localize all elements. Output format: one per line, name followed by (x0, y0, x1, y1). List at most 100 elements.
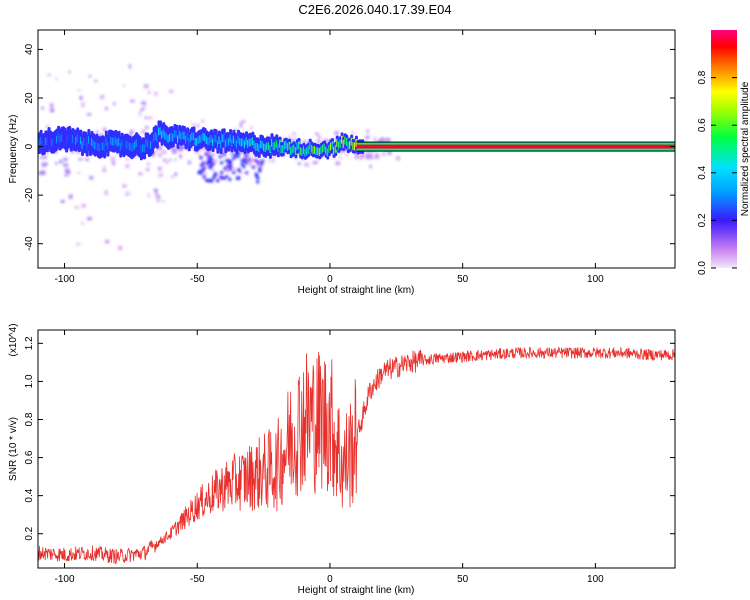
spectral-noise-blob (369, 156, 374, 160)
spectral-noise-blob (81, 203, 86, 208)
spectral-noise-blob (125, 158, 130, 161)
spectral-noise-blob (380, 137, 384, 142)
spectral-noise-blob (210, 163, 214, 167)
spectral-noise-blob (146, 161, 151, 166)
snr-xtick-label: -50 (190, 574, 205, 585)
spectrogram-panel: -100 -50 0 50 100 -40 -20 0 20 40 Height of strai… (8, 29, 676, 296)
spectral-noise-blob (240, 162, 244, 166)
spectral-noise-blob (230, 153, 235, 156)
figure-title: C2E6.2026.040.17.39.E04 (298, 2, 452, 17)
spectral-noise-blob (202, 175, 206, 179)
ridge-core (334, 144, 337, 153)
spectral-noise-blob (388, 151, 392, 156)
spectral-noise-blob (211, 162, 215, 166)
spectral-noise-blob (272, 155, 276, 158)
spectral-noise-blob (201, 119, 205, 123)
spectral-noise-blob (249, 157, 254, 163)
spectral-noise-blob (141, 101, 147, 105)
spectral-noise-blob (212, 168, 215, 173)
spectral-noise-blob (249, 163, 253, 168)
spectral-noise-blob (45, 124, 50, 129)
spectral-noise-blob (240, 159, 244, 163)
spectral-noise-blob (334, 130, 339, 136)
spectral-noise-blob (354, 156, 360, 160)
spectral-noise-blob (254, 172, 258, 176)
spectral-noise-blob (241, 120, 246, 123)
spectral-noise-blob (155, 149, 158, 153)
spectral-noise-blob (232, 167, 236, 171)
spectral-noise-blob (208, 156, 212, 160)
spectral-noise-blob (75, 242, 81, 247)
snr-ylabel: SNR (10 * v/v) (8, 417, 19, 481)
spectral-noise-blob (254, 159, 258, 163)
spectral-noise-blob (113, 102, 116, 106)
spectral-noise-blob (237, 151, 241, 155)
spectral-noise-blob (86, 113, 92, 116)
spectral-noise-blob (326, 139, 331, 143)
spectral-noise-blob (197, 148, 201, 152)
spectral-noise-blob (41, 162, 47, 168)
spectral-noise-blob (151, 152, 156, 157)
spectral-noise-blob (145, 126, 149, 129)
spectrogram-ylabel: Frequency (Hz) (8, 115, 19, 184)
spectral-noise-blob (174, 172, 178, 176)
spectral-noise-blob (236, 155, 240, 159)
spectral-noise-blob (60, 199, 65, 204)
spectral-noise-blob (172, 149, 177, 154)
spectral-noise-blob (125, 163, 130, 169)
spectral-noise-blob (288, 135, 292, 140)
spectral-noise-blob (323, 138, 328, 142)
spectral-noise-blob (247, 159, 252, 165)
snr-series-line (38, 346, 675, 565)
spectral-noise-blob (63, 163, 69, 167)
spectral-noise-blob (63, 157, 68, 162)
spectral-noise-blob (247, 158, 251, 162)
spectral-noise-blob (256, 180, 260, 184)
spectral-noise-blob (55, 161, 58, 165)
spectral-noise-blob (365, 135, 370, 140)
spectral-noise-blob (318, 135, 321, 139)
spectral-noise-blob (220, 148, 226, 154)
spectral-noise-blob (297, 162, 301, 166)
spectral-noise-blob (359, 157, 363, 160)
snr-panel: -100 -50 0 50 100 0.2 0.4 0.6 0.8 1.0 1.2 Height o… (8, 323, 676, 596)
spectral-noise-blob (170, 175, 175, 179)
ridge-core (298, 141, 301, 150)
spectral-noise-blob (128, 133, 132, 137)
spectral-noise-blob (291, 138, 295, 143)
spectral-noise-blob (381, 153, 387, 157)
spectral-noise-blob (207, 158, 211, 162)
spectral-noise-blob (125, 191, 128, 197)
snr-multiplier: (x10^4) (8, 323, 19, 356)
snr-xlabel: Height of straight line (km) (298, 585, 415, 596)
spectral-noise-blob (195, 151, 200, 155)
spectral-noise-blob (214, 159, 218, 163)
snr-ytick-label: 1.2 (24, 336, 35, 350)
spectral-noise-blob (174, 158, 177, 161)
spectral-noise-blob (179, 154, 183, 159)
spectral-noise-blob (259, 162, 263, 166)
spectral-noise-blob (122, 84, 126, 88)
spectral-noise-blob (138, 172, 143, 176)
spectral-noise-blob (244, 153, 248, 157)
spectral-noise-blob (53, 151, 58, 154)
spectral-noise-blob (201, 172, 207, 177)
colorbar-tick-label: 0.4 (697, 165, 708, 179)
spectral-ridge (38, 120, 675, 161)
spectral-noise-blob (41, 170, 46, 175)
spectrogram-ytick-label: 40 (24, 43, 35, 55)
spectral-noise-blob (88, 75, 92, 78)
spectral-noise-blob (304, 142, 308, 146)
spectral-noise-blob (166, 159, 169, 165)
spectral-noise-blob (129, 129, 134, 135)
spectral-noise-blob (180, 144, 185, 149)
spectral-noise-blob (216, 179, 220, 183)
spectral-noise-blob (64, 173, 69, 177)
spectral-noise-blob (243, 159, 247, 163)
colorbar-tick-label: 0.6 (697, 118, 708, 132)
spectral-noise-blob (206, 161, 210, 165)
spectral-noise-blob (89, 175, 94, 180)
spectral-noise-blob (147, 116, 153, 120)
spectral-noise-blob (354, 152, 360, 157)
spectral-noise-blob (373, 139, 377, 143)
